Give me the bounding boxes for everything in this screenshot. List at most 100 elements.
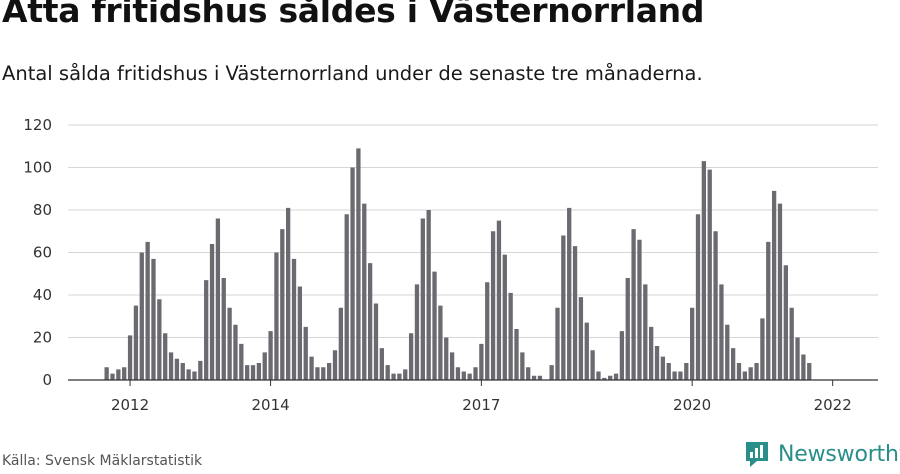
bar [280, 229, 285, 381]
bar [127, 335, 133, 381]
bar [748, 367, 753, 380]
bar [555, 307, 560, 380]
bar [584, 322, 589, 381]
brand-logo[interactable]: Newsworthy [744, 440, 900, 468]
bar [643, 284, 648, 381]
bar [256, 363, 262, 380]
bar [485, 282, 490, 380]
bar [338, 307, 343, 380]
bar [397, 373, 402, 381]
bar [174, 358, 180, 380]
bar [379, 348, 384, 381]
bar [613, 373, 619, 381]
x-tick-label: 2014 [251, 396, 289, 414]
bar [596, 371, 601, 380]
bar [367, 263, 373, 381]
bar [204, 280, 209, 381]
bar [660, 356, 666, 381]
bar [221, 278, 226, 380]
bar [268, 331, 273, 381]
bar [561, 235, 566, 380]
bar [608, 375, 613, 380]
bar [145, 241, 150, 381]
bar [116, 369, 121, 381]
bar [180, 363, 185, 380]
bar [303, 326, 308, 381]
brand-name: Newsworthy [778, 441, 900, 467]
bar [110, 373, 115, 381]
bar [572, 246, 578, 381]
bar [233, 324, 238, 380]
bar [192, 371, 197, 380]
x-tick-label: 2020 [673, 396, 711, 414]
bar [526, 367, 531, 380]
bar [215, 218, 221, 380]
y-tick-label: 20 [33, 329, 52, 347]
bar [467, 373, 472, 381]
bar [590, 350, 595, 380]
y-tick-label: 0 [42, 371, 52, 389]
bar [625, 278, 630, 380]
bar [227, 307, 232, 380]
bar [719, 284, 724, 381]
bar [666, 363, 671, 380]
bar [373, 303, 379, 380]
y-tick-label: 60 [33, 244, 52, 262]
bar [473, 367, 478, 380]
bar [250, 365, 256, 381]
bar [619, 331, 625, 381]
bar [777, 203, 783, 381]
bar [245, 365, 250, 381]
bar [151, 258, 156, 381]
bar [414, 284, 420, 381]
bar [760, 318, 765, 381]
y-tick-label: 120 [23, 116, 52, 134]
bar [807, 363, 812, 380]
bar [631, 229, 636, 381]
bar [356, 148, 361, 381]
data-labels: 8 [828, 0, 838, 4]
bar [461, 371, 466, 380]
bar [432, 271, 437, 381]
bar [672, 371, 677, 380]
bar [449, 352, 455, 381]
x-axis: 2012 2014 2017 2020 2022 [68, 379, 878, 414]
bar [139, 252, 144, 380]
bar [403, 369, 408, 381]
bar [198, 360, 203, 381]
bar [274, 252, 279, 380]
chart-subtitle: Antal sålda fritidshus i Västernorrland … [2, 62, 703, 85]
bar [344, 214, 349, 380]
bar [168, 352, 174, 381]
bar [678, 371, 683, 380]
bar [438, 305, 443, 381]
bar [104, 367, 109, 380]
bar [695, 214, 701, 380]
bar [771, 190, 777, 381]
y-tick-label: 100 [23, 159, 52, 177]
bar [122, 367, 127, 380]
bar [754, 363, 759, 380]
x-tick-label: 2022 [814, 396, 852, 414]
bar [408, 333, 414, 380]
bar [508, 292, 513, 381]
bar [707, 169, 712, 381]
bar [496, 220, 502, 381]
bar [490, 231, 496, 380]
bar [426, 210, 431, 380]
bar [309, 356, 314, 381]
bar [362, 203, 367, 381]
bar [455, 367, 461, 380]
bar [520, 352, 525, 381]
source-note: Källa: Svensk Mäklarstatistik [2, 453, 203, 469]
bar [239, 343, 244, 381]
bar [766, 241, 771, 381]
bar [701, 161, 707, 381]
bar [742, 371, 747, 380]
newsworthy-logo-icon [746, 442, 768, 467]
y-axis-ticks: 0 20 40 60 80 100 120 [23, 116, 52, 389]
bar [209, 244, 215, 380]
bar [801, 354, 806, 380]
bar [163, 333, 168, 380]
bar [157, 299, 162, 380]
